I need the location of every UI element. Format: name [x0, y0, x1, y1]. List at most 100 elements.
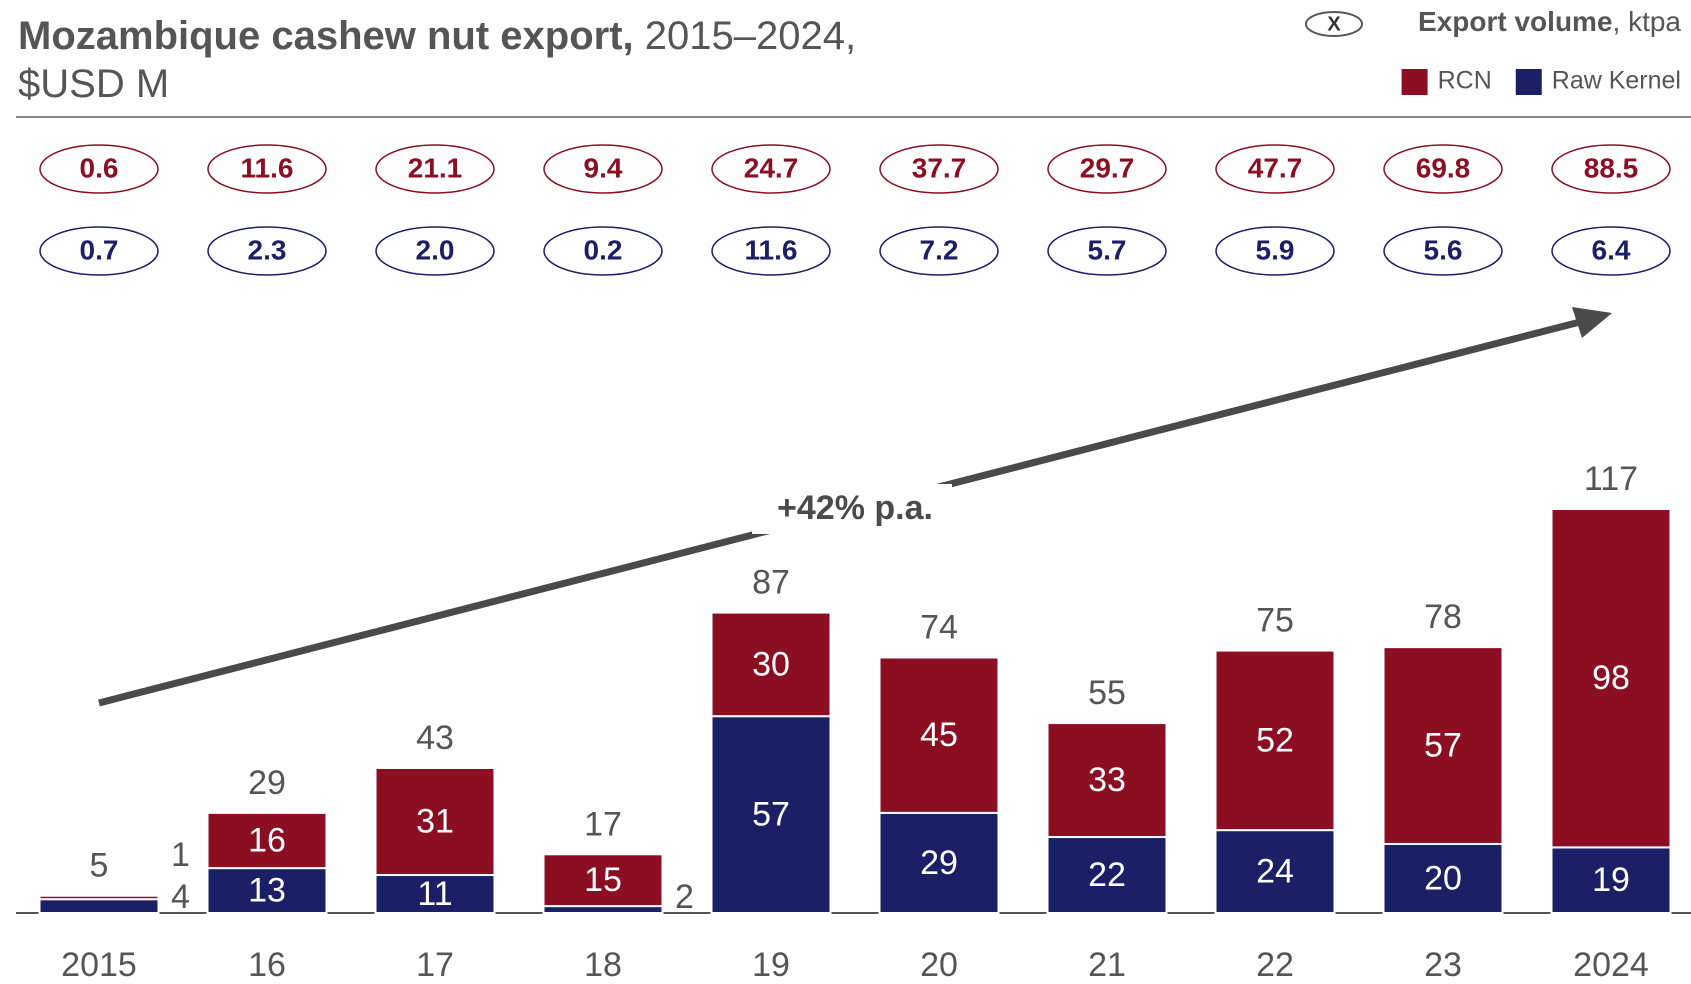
bar-segment [1382, 842, 1504, 915]
x-tick-label: 19 [752, 946, 790, 984]
volume-ring [207, 226, 327, 276]
total-label: 74 [920, 608, 958, 646]
bar-segment [542, 905, 664, 914]
volume-label: 69.8 [1416, 152, 1471, 183]
volume-ring [1047, 226, 1167, 276]
volume-ring [1215, 144, 1335, 194]
x-tick-label: 17 [416, 946, 454, 984]
volume-label: 5.6 [1424, 234, 1463, 265]
volume-ring [1383, 144, 1503, 194]
annotation-bg [752, 484, 952, 534]
segment-label: 16 [248, 821, 286, 859]
legend-swatch [1401, 69, 1428, 95]
legend-symbol: X [1327, 13, 1341, 35]
bar-segment [206, 867, 328, 914]
x-tick-label: 2024 [1573, 946, 1649, 984]
x-tick-label: 16 [248, 946, 286, 984]
volume-label: 37.7 [912, 152, 967, 183]
total-label: 43 [416, 719, 454, 757]
volume-label: 7.2 [920, 234, 959, 265]
volume-label: 0.6 [80, 152, 119, 183]
volume-ring [1215, 226, 1335, 276]
volume-label: 24.7 [744, 152, 799, 183]
total-label: 87 [752, 564, 790, 602]
title-block: Mozambique cashew nut export, 2015–2024,… [18, 12, 878, 108]
legend-title: Export volume, ktpa [1418, 6, 1681, 37]
bar-segment [1046, 836, 1168, 914]
bar-segment [1214, 829, 1336, 915]
volume-label: 47.7 [1248, 152, 1303, 183]
legend-label: RCN [1438, 67, 1492, 95]
volume-label: 11.6 [745, 234, 798, 265]
volume-label: 5.7 [1088, 234, 1127, 265]
chart-subtitle: 2015–2024, $USD M [18, 14, 857, 106]
volume-ring [39, 144, 159, 194]
volume-label: 9.4 [584, 152, 623, 183]
volume-label: 88.5 [1584, 152, 1639, 183]
volume-ring [879, 226, 999, 276]
volume-ring [543, 226, 663, 276]
annotation: +42% p.a. [777, 489, 933, 527]
total-label: 55 [1088, 674, 1126, 712]
total-label: 17 [584, 805, 622, 843]
segment-label: 52 [1256, 721, 1294, 759]
bar-segment [1550, 846, 1672, 915]
bar-segment [38, 894, 160, 901]
segment-label: 45 [920, 716, 958, 754]
volume-label: 11.6 [241, 152, 294, 183]
bar-segment [206, 811, 328, 870]
bar-segment [1382, 646, 1504, 845]
segment-label: 2 [675, 878, 694, 916]
chart-title: Mozambique cashew nut export, [18, 14, 634, 58]
total-label: 5 [90, 847, 109, 885]
segment-label: 30 [752, 645, 790, 683]
volume-label: 5.9 [1256, 234, 1295, 265]
volume-label: 0.2 [584, 234, 623, 265]
segment-label: 31 [416, 802, 454, 840]
bar-segment [878, 656, 1000, 814]
legend-swatch [1515, 69, 1542, 95]
bar-segment [542, 853, 664, 908]
bar-segment [1046, 722, 1168, 839]
segment-label: 33 [1088, 761, 1126, 799]
segment-label: 19 [1592, 861, 1630, 899]
volume-ring [39, 226, 159, 276]
segment-label: 11 [417, 875, 452, 913]
volume-ring [207, 144, 327, 194]
total-label: 29 [248, 764, 286, 802]
legend-unit: , ktpa [1613, 6, 1682, 37]
x-tick-label: 2015 [61, 946, 137, 984]
volume-ring [711, 144, 831, 194]
x-tick-label: 20 [920, 946, 958, 984]
volume-ring [879, 144, 999, 194]
volume-ring [543, 144, 663, 194]
volume-ring [1383, 226, 1503, 276]
bar-segment [1550, 508, 1672, 849]
volume-label: 6.4 [1592, 234, 1631, 265]
volume-ring [375, 226, 495, 276]
segment-label: 15 [584, 861, 622, 899]
bar-segment [710, 611, 832, 718]
trend-arrowhead [1572, 307, 1612, 338]
legend-symbol-ring [1305, 11, 1363, 37]
volume-label: 2.0 [416, 234, 455, 265]
segment-label: 13 [248, 872, 286, 910]
segment-label: 29 [920, 844, 958, 882]
bar-segment [374, 874, 496, 914]
bar-segment [878, 811, 1000, 914]
segment-label: 20 [1424, 859, 1462, 897]
segment-label: 98 [1592, 659, 1630, 697]
bar-segment [38, 898, 160, 915]
segment-label: 1 [171, 836, 190, 874]
segment-label: 4 [171, 878, 190, 916]
x-tick-label: 18 [584, 946, 622, 984]
segment-label: 57 [1424, 727, 1462, 765]
bar-segment [1214, 649, 1336, 832]
total-label: 117 [1584, 460, 1638, 498]
x-tick-label: 21 [1088, 946, 1126, 984]
volume-ring [1551, 226, 1671, 276]
legend-label: Raw Kernel [1552, 67, 1681, 95]
volume-label: 21.1 [408, 152, 463, 183]
